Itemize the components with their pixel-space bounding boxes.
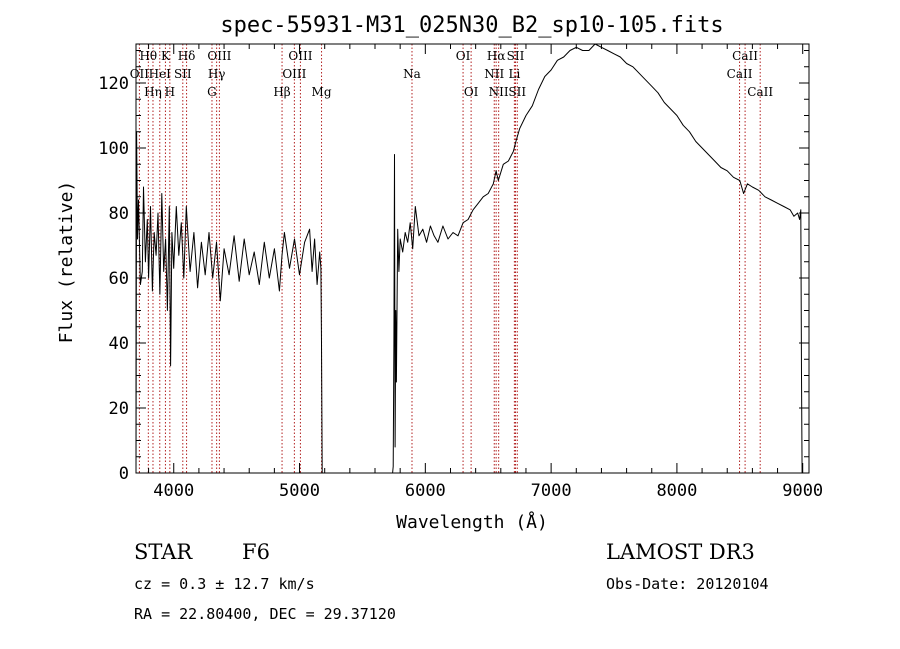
spectrum-line-segment [135,131,323,474]
spectral-line-label: Hδ [178,49,196,63]
spectral-line-markers [138,44,761,473]
spectral-line-label: SII [508,85,526,99]
spectral-line-labels: Hθ OII Hη K HeI H Hδ SII OIII Hγ G OIII OIII Hβ Mg Na OI… [130,49,774,99]
spectral-line-label: Hα [487,49,506,63]
y-axis-title: Flux (relative) [56,181,77,344]
object-class: STAR [134,540,193,564]
x-axis-title: Wavelength (Å) [396,511,548,533]
x-tick-label: 7000 [531,481,572,501]
spectral-line-label: OIII [288,49,312,63]
x-axis-ticks: 4000 5000 6000 7000 8000 9000 [148,44,823,501]
spectral-line-label: NII [489,85,509,99]
spectral-line-label: OIII [282,67,306,81]
spectral-line-label: NII [484,67,504,81]
object-subclass: F6 [242,540,270,564]
y-tick-label: 80 [109,204,129,224]
spectral-line-label: SII [507,49,525,63]
survey-name: LAMOST DR3 [606,540,755,564]
spectral-line-label: CaII [727,67,753,81]
y-tick-label: 100 [98,139,129,159]
coordinates-text: RA = 22.80400, DEC = 29.37120 [134,605,396,623]
spectral-line-label: OII [130,67,150,81]
y-axis-ticks: 0 20 40 60 80 100 120 [98,50,809,484]
x-tick-label: 6000 [405,481,446,501]
spectral-line-label: Hβ [273,85,290,99]
spectral-line-label: Li [508,67,520,81]
x-tick-label: 4000 [153,481,194,501]
spectral-line-label: CaII [732,49,758,63]
y-tick-label: 40 [109,334,129,354]
spectral-line-label: Hη [144,85,162,99]
spectral-line-label: OI [456,49,471,63]
y-tick-label: 20 [109,399,129,419]
x-tick-label: 8000 [656,481,697,501]
spectral-line-label: G [207,85,217,99]
spectral-line-label: Hθ [139,49,157,63]
spectral-line-label: SII [174,67,192,81]
spectral-line-label: Mg [312,85,332,99]
obs-date: Obs-Date: 20120104 [606,575,769,593]
x-tick-label: 5000 [279,481,320,501]
spectral-line-label: H [165,85,175,99]
spectral-line-label: OI [464,85,479,99]
spectral-line-label: Hγ [208,67,226,81]
y-tick-label: 60 [109,269,129,289]
y-tick-label: 120 [98,74,129,94]
spectral-line-label: OIII [207,49,231,63]
spectral-line-label: Na [403,67,421,81]
redshift-text: cz = 0.3 ± 12.7 km/s [134,575,315,593]
spectral-line-label: HeI [149,67,172,81]
spectrum-series [135,43,803,474]
spectrum-line-segment [392,43,803,474]
spectral-line-label: K [161,49,171,63]
chart-title: spec-55931-M31_025N30_B2_sp10-105.fits [220,13,723,38]
x-tick-label: 9000 [782,481,823,501]
y-tick-label: 0 [119,464,129,484]
spectral-line-label: CaII [747,85,773,99]
plot-frame [135,43,810,474]
